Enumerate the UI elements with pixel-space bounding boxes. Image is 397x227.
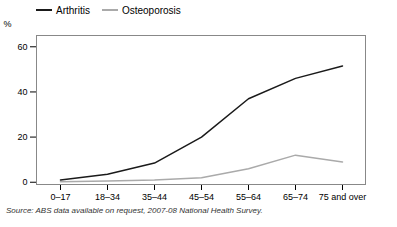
- svg-text:0–17: 0–17: [50, 192, 70, 202]
- svg-text:75 and over: 75 and over: [319, 192, 367, 202]
- svg-text:40: 40: [17, 87, 27, 97]
- svg-text:35–44: 35–44: [142, 192, 167, 202]
- svg-text:18–34: 18–34: [95, 192, 120, 202]
- svg-text:55–64: 55–64: [236, 192, 261, 202]
- html-text:Arthritis: Arthritis: [56, 4, 90, 16]
- svg-text:0: 0: [22, 177, 27, 187]
- svg-text:45–54: 45–54: [189, 192, 214, 202]
- svg-text:60: 60: [17, 42, 27, 52]
- html-text:Osteoporosis: Osteoporosis: [121, 4, 181, 16]
- svg-text:65–74: 65–74: [283, 192, 308, 202]
- svg-text:%: %: [4, 19, 12, 29]
- svg-text:20: 20: [17, 132, 27, 142]
- html-text:Source: ABS data available on: Source: ABS data available on request, 2…: [6, 206, 263, 215]
